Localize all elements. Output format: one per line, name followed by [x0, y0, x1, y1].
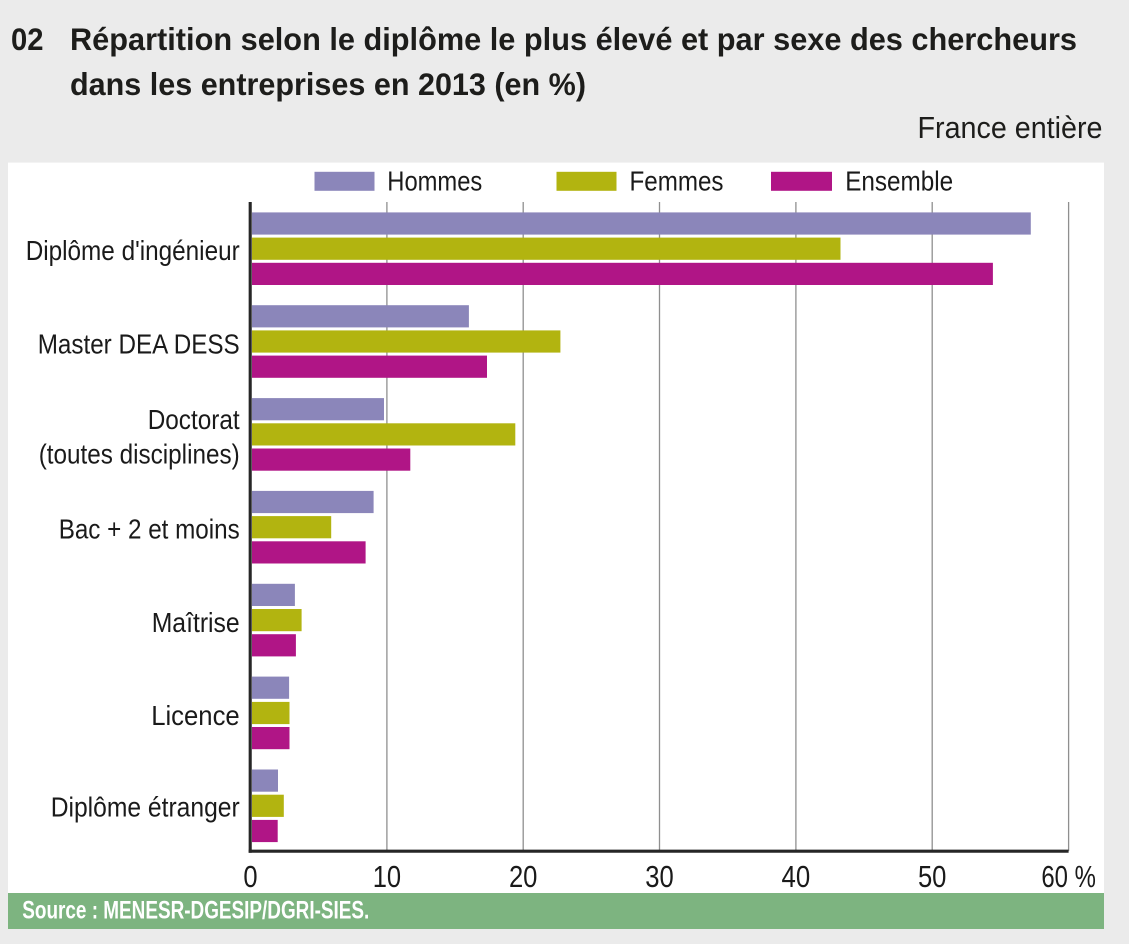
- svg-text:Master DEA DESS: Master DEA DESS: [38, 328, 240, 359]
- svg-text:40: 40: [782, 859, 811, 894]
- svg-text:50: 50: [918, 859, 947, 894]
- svg-text:Diplôme d'ingénieur: Diplôme d'ingénieur: [26, 235, 240, 266]
- svg-text:20: 20: [509, 859, 538, 894]
- svg-text:Source : MENESR-DGESIP/DGRI-SI: Source : MENESR-DGESIP/DGRI-SIES.: [22, 898, 369, 925]
- svg-text:France entière: France entière: [918, 110, 1103, 145]
- svg-text:Maîtrise: Maîtrise: [152, 607, 240, 638]
- svg-text:Femmes: Femmes: [630, 165, 724, 196]
- svg-text:60 %: 60 %: [1041, 859, 1096, 894]
- svg-text:30: 30: [645, 859, 674, 894]
- svg-text:Licence: Licence: [151, 700, 240, 731]
- svg-text:Hommes: Hommes: [387, 165, 482, 196]
- svg-text:dans les entreprises en 2013 (: dans les entreprises en 2013 (en %): [70, 66, 586, 102]
- svg-text:Doctorat: Doctorat: [148, 404, 240, 435]
- svg-text:Répartition selon le diplôme l: Répartition selon le diplôme le plus éle…: [70, 21, 1077, 57]
- svg-text:0: 0: [243, 859, 257, 894]
- svg-text:(toutes disciplines): (toutes disciplines): [39, 438, 240, 469]
- svg-text:Ensemble: Ensemble: [845, 165, 953, 196]
- svg-text:Diplôme étranger: Diplôme étranger: [51, 792, 240, 823]
- svg-text:02: 02: [11, 21, 44, 57]
- svg-text:Bac + 2 et moins: Bac + 2 et moins: [59, 513, 240, 544]
- svg-text:10: 10: [373, 859, 401, 894]
